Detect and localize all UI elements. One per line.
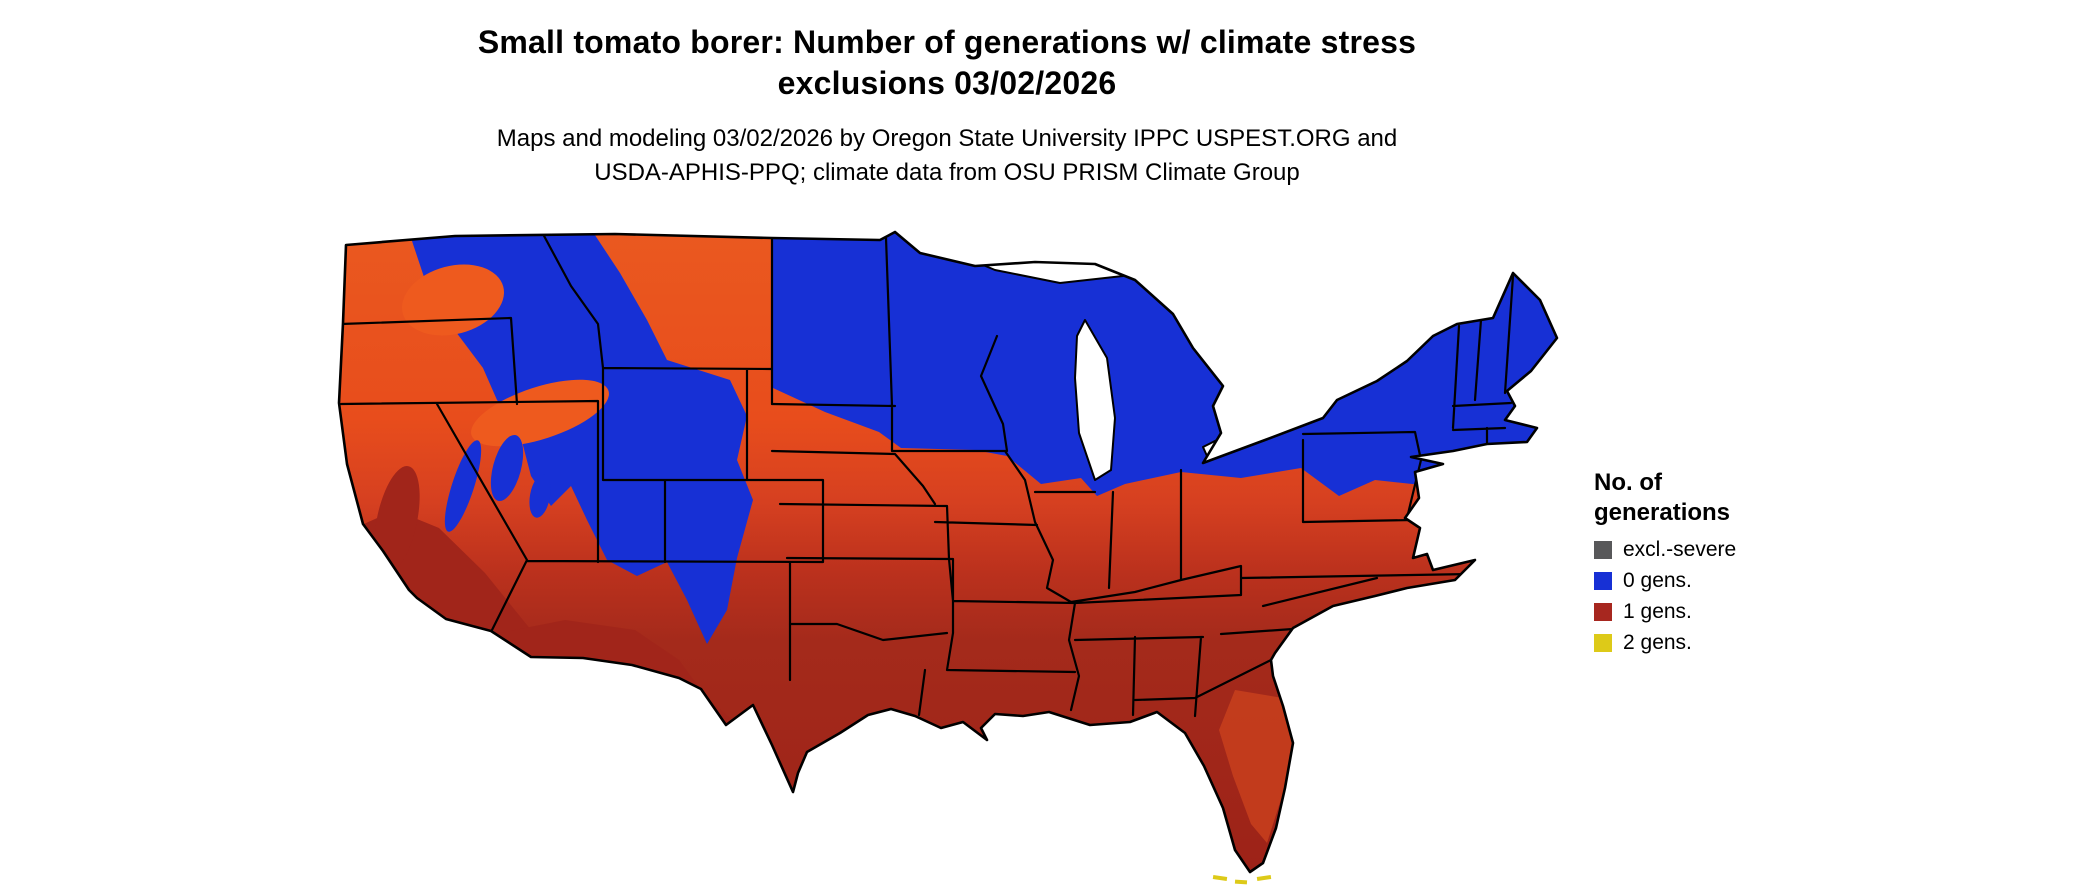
legend-swatch-0-gens bbox=[1594, 572, 1612, 590]
state-borders bbox=[339, 232, 1515, 718]
legend-swatch-2-gens bbox=[1594, 634, 1612, 652]
legend-title: No. of generations bbox=[1594, 468, 1814, 528]
map-legend: No. of generations excl.-severe 0 gens. … bbox=[1594, 468, 1814, 662]
legend-label-1-gens: 1 gens. bbox=[1623, 600, 1692, 623]
region-florida-red bbox=[1219, 690, 1293, 843]
state-borders-east bbox=[1067, 430, 1473, 718]
region-central-valley-dark bbox=[374, 466, 420, 574]
region-basin-blue-2 bbox=[529, 474, 551, 518]
legend-label-0-gens: 0 gens. bbox=[1623, 569, 1692, 592]
region-two-gens-keys bbox=[1212, 875, 1272, 885]
state-borders-west bbox=[339, 232, 825, 682]
region-basin-blue-1 bbox=[490, 434, 524, 502]
legend-label-excl-severe: excl.-severe bbox=[1623, 538, 1737, 561]
legend-label-2-gens: 2 gens. bbox=[1623, 631, 1692, 654]
us-map-svg bbox=[337, 230, 1559, 885]
keys-speck-2 bbox=[1234, 879, 1248, 885]
legend-swatch-excl-severe bbox=[1594, 541, 1612, 559]
keys-speck-1 bbox=[1212, 875, 1228, 881]
legend-item-0-gens: 0 gens. bbox=[1594, 569, 1814, 593]
page-subtitle: Maps and modeling 03/02/2026 by Oregon S… bbox=[0, 122, 1894, 190]
page-title-line1: Small tomato borer: Number of generation… bbox=[477, 24, 1417, 60]
region-one-gen-southwest bbox=[485, 620, 755, 740]
state-borders-central bbox=[770, 236, 1097, 717]
legend-title-line2: generations bbox=[1594, 499, 1731, 526]
legend-swatch-1-gens bbox=[1594, 603, 1612, 621]
us-outline bbox=[337, 230, 1559, 874]
page-title-line2: exclusions 03/02/2026 bbox=[777, 65, 1117, 101]
lake-michigan bbox=[1074, 319, 1116, 481]
page-subtitle-line1: Maps and modeling 03/02/2026 by Oregon S… bbox=[496, 125, 1398, 152]
us-map bbox=[335, 228, 1560, 885]
legend-item-2-gens: 2 gens. bbox=[1594, 631, 1814, 655]
region-columbia-basin-orange bbox=[402, 264, 504, 336]
page-subtitle-line2: USDA-APHIS-PPQ; climate data from OSU PR… bbox=[594, 159, 1300, 186]
legend-item-excl-severe: excl.-severe bbox=[1594, 538, 1814, 562]
region-snake-plain-orange bbox=[471, 379, 609, 447]
page-title: Small tomato borer: Number of generation… bbox=[0, 22, 1894, 104]
legend-title-line1: No. of bbox=[1594, 469, 1662, 496]
keys-speck-3 bbox=[1256, 875, 1272, 881]
state-borders-newengland bbox=[1451, 274, 1515, 448]
legend-item-1-gens: 1 gens. bbox=[1594, 600, 1814, 624]
